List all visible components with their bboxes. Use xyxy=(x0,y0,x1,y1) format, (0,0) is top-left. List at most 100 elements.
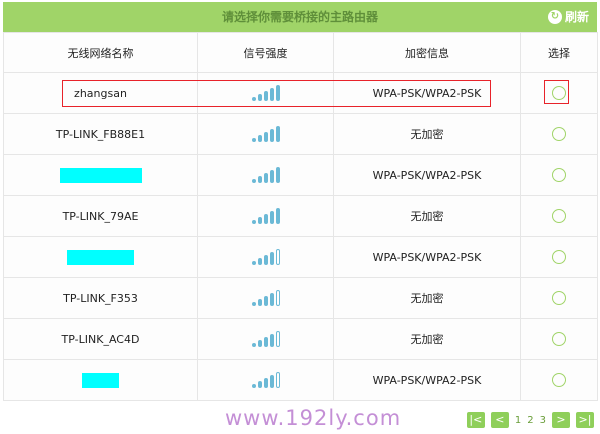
signal-bar xyxy=(269,293,274,306)
select-radio[interactable] xyxy=(552,127,566,141)
signal-cell xyxy=(197,72,334,114)
next-page-button[interactable]: > xyxy=(552,412,570,428)
signal-bar xyxy=(257,340,262,347)
first-page-button[interactable]: |< xyxy=(466,412,485,428)
signal-bar xyxy=(269,334,274,347)
col-security: 加密信息 xyxy=(333,32,521,73)
signal-bar xyxy=(257,217,262,224)
col-signal: 信号强度 xyxy=(197,32,334,73)
redacted-ssid xyxy=(59,167,142,183)
table-row[interactable]: TP-LINK_79AE 无加密 xyxy=(3,195,598,237)
select-radio[interactable] xyxy=(552,168,566,182)
ssid: zhangsan xyxy=(74,86,127,100)
table-row[interactable]: TP-LINK_FB88E1 无加密 xyxy=(3,113,598,155)
signal-bar xyxy=(269,129,274,142)
signal-bar xyxy=(251,138,256,142)
select-radio[interactable] xyxy=(552,373,566,387)
table-row[interactable]: TP-LINK_AC4D 无加密 xyxy=(3,318,598,360)
ssid-cell: TP-LINK_AC4D xyxy=(3,318,198,360)
select-radio[interactable] xyxy=(552,250,566,264)
signal-bar xyxy=(257,381,262,388)
signal-bar xyxy=(251,97,256,101)
signal-bar xyxy=(275,290,280,306)
signal-cell xyxy=(197,195,334,237)
table-row[interactable]: TP-LINK_F353 无加密 xyxy=(3,277,598,319)
page-2[interactable]: 2 xyxy=(527,414,534,426)
signal-cell xyxy=(197,318,334,360)
signal-bar xyxy=(263,378,268,388)
ssid-cell xyxy=(3,236,198,278)
signal-strength-icon xyxy=(251,249,280,265)
ssid: TP-LINK_F353 xyxy=(63,291,138,305)
refresh-button[interactable]: ↻ 刷新 xyxy=(547,2,589,32)
redacted-ssid xyxy=(82,372,119,388)
signal-bar xyxy=(275,249,280,265)
last-page-button[interactable]: >| xyxy=(576,412,594,428)
redacted-ssid xyxy=(67,249,134,265)
signal-bar xyxy=(269,170,274,183)
signal-strength-icon xyxy=(251,167,280,183)
pagination: |< < 1 2 3 > >| xyxy=(466,412,594,428)
signal-bar xyxy=(263,296,268,306)
security: WPA-PSK/WPA2-PSK xyxy=(372,86,482,100)
page-title: 请选择你需要桥接的主路由器 xyxy=(221,10,378,24)
signal-bar xyxy=(269,375,274,388)
signal-bar xyxy=(275,208,280,224)
security-cell: 无加密 xyxy=(333,113,521,155)
refresh-icon: ↻ xyxy=(547,10,562,24)
select-cell xyxy=(520,72,598,114)
signal-bar xyxy=(275,126,280,142)
ssid-cell: TP-LINK_F353 xyxy=(3,277,198,319)
select-cell xyxy=(520,154,598,196)
signal-bar xyxy=(263,214,268,224)
security: 无加密 xyxy=(410,292,444,305)
signal-strength-icon xyxy=(251,290,280,306)
ssid-cell xyxy=(3,359,198,401)
signal-bar xyxy=(269,211,274,224)
security-cell: 无加密 xyxy=(333,277,521,319)
signal-bar xyxy=(275,85,280,101)
signal-bar xyxy=(251,179,256,183)
security-cell: WPA-PSK/WPA2-PSK xyxy=(333,359,521,401)
select-cell xyxy=(520,113,598,155)
select-radio[interactable] xyxy=(552,86,566,100)
table-row[interactable]: zhangsan WPA-PSK/WPA2-PSK xyxy=(3,72,598,114)
select-radio[interactable] xyxy=(552,332,566,346)
select-radio[interactable] xyxy=(552,209,566,223)
watermark: www.192ly.com xyxy=(225,406,402,430)
signal-bar xyxy=(263,337,268,347)
security: WPA-PSK/WPA2-PSK xyxy=(372,373,482,387)
signal-cell xyxy=(197,154,334,196)
signal-bar xyxy=(263,132,268,142)
signal-bar xyxy=(263,91,268,101)
signal-bar xyxy=(257,94,262,101)
prev-page-button[interactable]: < xyxy=(490,412,509,428)
signal-bar xyxy=(251,302,256,306)
security-cell: WPA-PSK/WPA2-PSK xyxy=(333,154,521,196)
security-cell: 无加密 xyxy=(333,318,521,360)
page-3[interactable]: 3 xyxy=(539,414,546,426)
signal-bar xyxy=(257,135,262,142)
ssid: TP-LINK_79AE xyxy=(62,209,139,223)
select-cell xyxy=(520,236,598,278)
page-1[interactable]: 1 xyxy=(514,414,522,426)
select-cell xyxy=(520,277,598,319)
select-cell xyxy=(520,359,598,401)
select-radio[interactable] xyxy=(552,291,566,305)
ssid: TP-LINK_AC4D xyxy=(61,332,140,346)
ssid: TP-LINK_FB88E1 xyxy=(55,127,146,141)
table-row[interactable]: WPA-PSK/WPA2-PSK xyxy=(3,236,598,278)
ssid-cell: TP-LINK_FB88E1 xyxy=(3,113,198,155)
signal-strength-icon xyxy=(251,208,280,224)
table-row[interactable]: WPA-PSK/WPA2-PSK xyxy=(3,359,598,401)
signal-bar xyxy=(275,372,280,388)
signal-strength-icon xyxy=(251,85,280,101)
ssid-cell xyxy=(3,154,198,196)
ssid-cell: zhangsan xyxy=(3,72,198,114)
signal-bar xyxy=(269,88,274,101)
security: WPA-PSK/WPA2-PSK xyxy=(372,168,482,182)
title-bar: 请选择你需要桥接的主路由器 ↻ 刷新 xyxy=(3,2,597,32)
table-row[interactable]: WPA-PSK/WPA2-PSK xyxy=(3,154,598,196)
refresh-label: 刷新 xyxy=(564,10,589,24)
ssid-cell: TP-LINK_79AE xyxy=(3,195,198,237)
